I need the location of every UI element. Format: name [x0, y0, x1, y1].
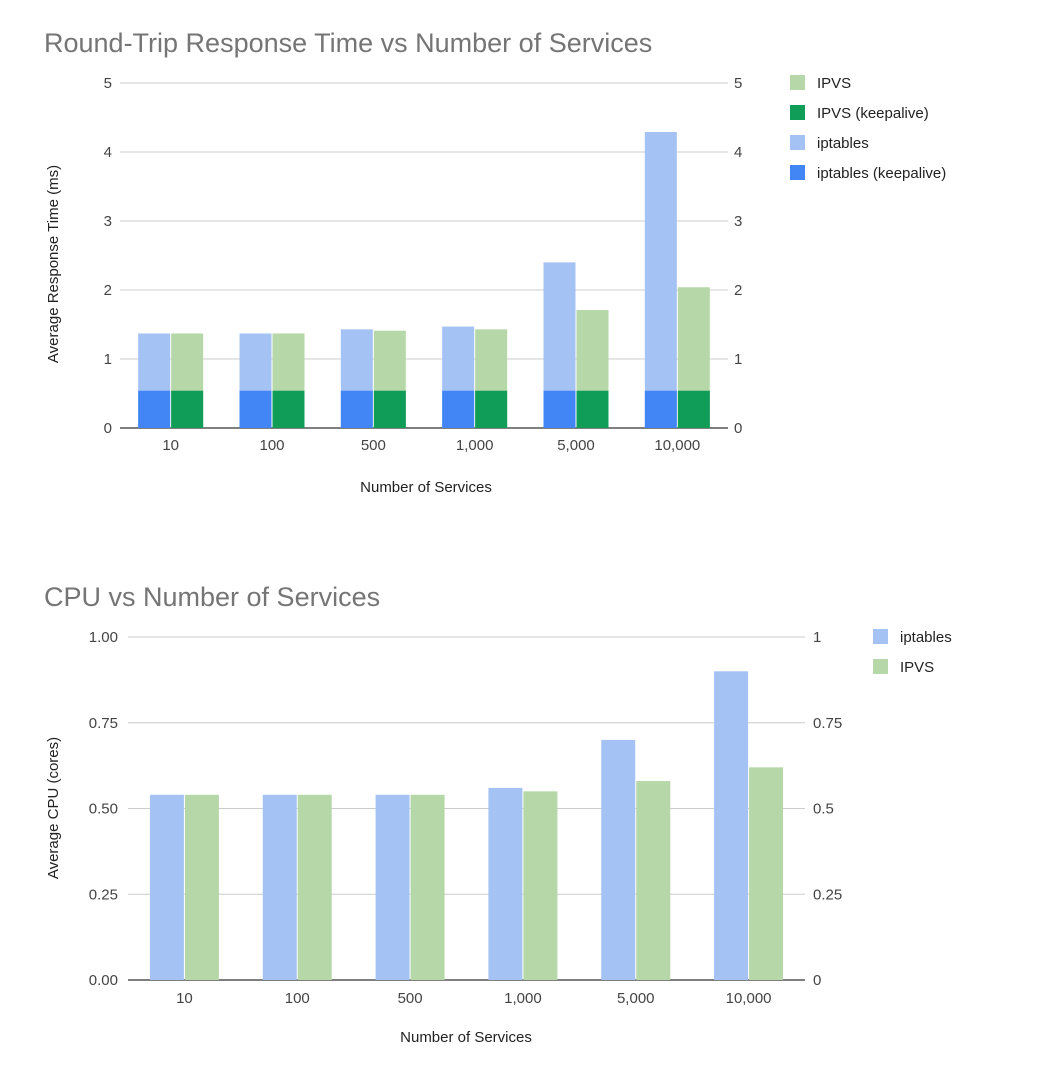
bar-iptables — [714, 671, 749, 980]
x-axis-label: Number of Services — [400, 1029, 532, 1046]
bar-ipvs-keepalive — [576, 390, 609, 428]
bar-iptables-keepalive — [138, 390, 171, 428]
y-tick-label-right: 2 — [734, 282, 742, 299]
chart-title: Round-Trip Response Time vs Number of Se… — [44, 28, 652, 58]
y-tick-label-left: 3 — [104, 213, 112, 230]
bar-iptables-keepalive — [239, 390, 272, 428]
bar-iptables-keepalive — [442, 390, 475, 428]
legend-swatch — [790, 135, 805, 150]
legend-label: iptables — [900, 629, 952, 646]
cpu-chart: CPU vs Number of Services Number of Serv… — [0, 560, 1044, 1078]
y-axis-label: Average CPU (cores) — [45, 737, 62, 879]
y-tick-label-left: 1.00 — [89, 629, 118, 646]
bar-iptables — [262, 794, 297, 980]
x-tick-label: 500 — [398, 990, 423, 1007]
x-tick-label: 10,000 — [726, 990, 772, 1007]
bar-iptables — [488, 787, 523, 980]
bar-ipvs — [410, 794, 445, 980]
legend-swatch — [790, 105, 805, 120]
y-tick-label-right: 1 — [813, 629, 821, 646]
legend-swatch — [790, 165, 805, 180]
legend-label: iptables (keepalive) — [817, 165, 946, 182]
y-tick-label-right: 0.25 — [813, 886, 842, 903]
x-tick-label: 100 — [285, 990, 310, 1007]
legend-swatch — [873, 659, 888, 674]
bar-ipvs — [184, 794, 219, 980]
bar-iptables — [644, 131, 677, 429]
y-tick-label-right: 0.75 — [813, 715, 842, 732]
y-tick-label-right: 4 — [734, 144, 742, 161]
x-axis-label: Number of Services — [360, 479, 492, 496]
bar-ipvs — [297, 794, 332, 980]
x-tick-label: 10 — [162, 437, 179, 454]
y-tick-label-right: 1 — [734, 351, 742, 368]
x-tick-label: 5,000 — [617, 990, 655, 1007]
legend-label: IPVS — [900, 659, 934, 676]
bar-iptables-keepalive — [340, 390, 373, 428]
response-time-chart: Round-Trip Response Time vs Number of Se… — [44, 28, 946, 496]
bar-iptables-keepalive — [644, 390, 677, 428]
x-tick-label: 10 — [176, 990, 193, 1007]
y-axis-label: Average Response Time (ms) — [45, 165, 62, 363]
y-tick-label-right: 0 — [734, 420, 742, 437]
x-tick-label: 1,000 — [456, 437, 494, 454]
x-tick-label: 100 — [259, 437, 284, 454]
cpu-chart-svg: CPU vs Number of Services Number of Serv… — [44, 582, 952, 1046]
y-tick-label-left: 1 — [104, 351, 112, 368]
chart-title: CPU vs Number of Services — [44, 582, 380, 612]
y-tick-label-left: 0.50 — [89, 801, 118, 818]
y-tick-label-left: 2 — [104, 282, 112, 299]
legend-swatch — [790, 75, 805, 90]
legend-label: IPVS (keepalive) — [817, 105, 929, 122]
y-tick-label-right: 0.5 — [813, 801, 834, 818]
bar-iptables — [601, 739, 636, 980]
y-tick-label-left: 0.00 — [89, 972, 118, 989]
y-tick-label-right: 5 — [734, 75, 742, 92]
bar-ipvs — [749, 767, 784, 980]
y-tick-label-right: 3 — [734, 213, 742, 230]
y-tick-label-left: 0.75 — [89, 715, 118, 732]
bar-ipvs-keepalive — [272, 390, 305, 428]
bar-iptables — [149, 794, 184, 980]
bar-ipvs-keepalive — [373, 390, 406, 428]
x-tick-label: 5,000 — [557, 437, 595, 454]
y-tick-label-left: 5 — [104, 75, 112, 92]
bar-ipvs-keepalive — [677, 390, 710, 428]
legend-label: IPVS — [817, 75, 851, 92]
y-tick-label-left: 4 — [104, 144, 112, 161]
x-tick-label: 10,000 — [654, 437, 700, 454]
bar-iptables — [375, 794, 410, 980]
legend-swatch — [873, 629, 888, 644]
y-tick-label-left: 0.25 — [89, 886, 118, 903]
bar-ipvs — [636, 781, 671, 980]
bar-ipvs — [523, 791, 558, 980]
bar-iptables-keepalive — [543, 390, 576, 428]
bar-ipvs-keepalive — [171, 390, 204, 428]
y-tick-label-right: 0 — [813, 972, 821, 989]
x-tick-label: 500 — [361, 437, 386, 454]
response-time-chart-svg: Round-Trip Response Time vs Number of Se… — [44, 28, 946, 496]
x-tick-label: 1,000 — [504, 990, 542, 1007]
bar-ipvs-keepalive — [475, 390, 508, 428]
y-tick-label-left: 0 — [104, 420, 112, 437]
legend-label: iptables — [817, 135, 869, 152]
